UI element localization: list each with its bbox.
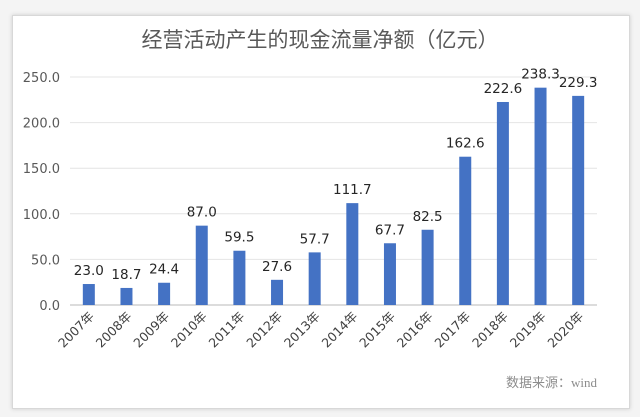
x-tick-label: 2014年	[319, 309, 361, 351]
x-tick-label: 2019年	[507, 309, 549, 351]
bar	[308, 252, 321, 305]
data-label: 229.3	[559, 75, 598, 91]
data-label: 87.0	[187, 205, 217, 221]
data-label: 59.5	[224, 230, 254, 246]
bar	[158, 282, 171, 305]
data-label: 67.7	[375, 222, 405, 238]
bar	[82, 284, 95, 305]
data-label: 222.6	[484, 81, 523, 97]
chart-title: 经营活动产生的现金流量净额（亿元）	[142, 28, 499, 52]
bar	[346, 203, 359, 305]
bar	[496, 101, 509, 305]
bar	[195, 225, 208, 305]
data-label: 111.7	[333, 182, 372, 198]
bar	[421, 229, 434, 305]
data-label: 23.0	[74, 263, 104, 279]
x-tick-label: 2016年	[394, 309, 436, 351]
y-tick-label: 150.0	[23, 162, 60, 177]
data-label: 82.5	[413, 209, 443, 225]
data-label: 24.4	[149, 262, 179, 278]
bar	[534, 87, 547, 305]
data-label: 27.6	[262, 259, 292, 275]
bar	[120, 287, 133, 305]
x-tick-label: 2009年	[130, 309, 172, 351]
y-tick-label: 250.0	[23, 71, 60, 86]
y-tick-label: 200.0	[23, 117, 60, 132]
bar	[233, 250, 246, 305]
x-tick-label: 2017年	[431, 309, 473, 351]
bar	[271, 279, 284, 305]
x-tick-label: 2010年	[168, 309, 210, 351]
source-note: 数据来源：wind	[506, 375, 598, 390]
bar	[459, 156, 472, 305]
y-tick-label: 0.0	[39, 299, 60, 314]
bar	[383, 243, 396, 305]
x-tick-label: 2008年	[93, 309, 135, 351]
chart-card	[12, 15, 630, 409]
y-tick-label: 100.0	[23, 208, 60, 223]
data-label: 162.6	[446, 136, 485, 152]
x-tick-label: 2007年	[55, 309, 97, 351]
bar	[572, 95, 585, 305]
data-label: 57.7	[300, 231, 330, 247]
x-tick-label: 2020年	[544, 309, 586, 351]
x-tick-label: 2013年	[281, 309, 323, 351]
x-tick-label: 2015年	[356, 309, 398, 351]
y-tick-label: 50.0	[31, 253, 60, 268]
x-tick-label: 2018年	[469, 309, 511, 351]
x-tick-label: 2012年	[243, 309, 285, 351]
data-label: 18.7	[111, 267, 141, 283]
data-label: 238.3	[521, 67, 560, 83]
x-tick-label: 2011年	[206, 309, 248, 351]
